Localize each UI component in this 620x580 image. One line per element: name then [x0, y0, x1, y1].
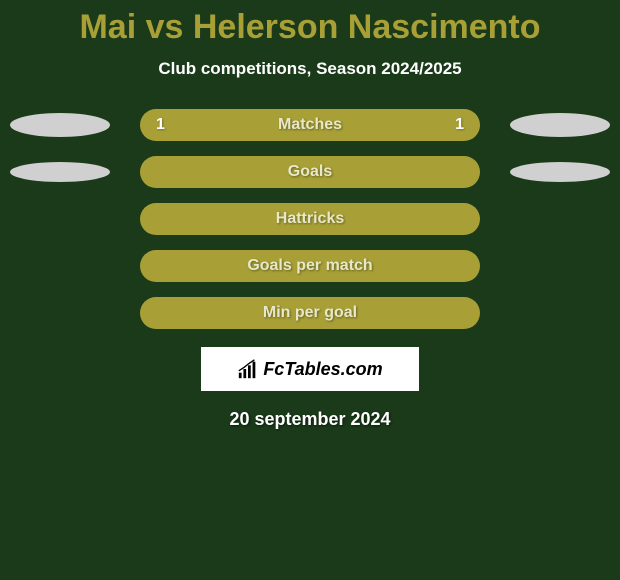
empty-slot [510, 207, 610, 231]
empty-slot [10, 301, 110, 325]
player-ellipse-right [510, 162, 610, 182]
stat-row: Goals [0, 156, 620, 188]
stats-container: 1 Matches 1 Goals Hattricks Goals per match Mi… [0, 109, 620, 329]
stat-bar: 1 Matches 1 [140, 109, 480, 141]
player-ellipse-left [10, 162, 110, 182]
empty-slot [510, 301, 610, 325]
page-title: Mai vs Helerson Nascimento [0, 8, 620, 47]
page-subtitle: Club competitions, Season 2024/2025 [0, 59, 620, 79]
logo-text: FcTables.com [263, 359, 382, 380]
stat-bar: Goals per match [140, 250, 480, 282]
stat-row: Min per goal [0, 297, 620, 329]
stat-row: Hattricks [0, 203, 620, 235]
chart-icon [237, 358, 259, 380]
logo-content: FcTables.com [237, 358, 382, 380]
stat-label: Min per goal [263, 304, 357, 322]
logo-box: FcTables.com [201, 347, 419, 391]
player-ellipse-left [10, 113, 110, 137]
empty-slot [510, 254, 610, 278]
stat-value-right: 1 [455, 116, 464, 134]
stat-label: Matches [278, 116, 342, 134]
stat-bar: Goals [140, 156, 480, 188]
stat-label: Hattricks [276, 210, 344, 228]
player-ellipse-right [510, 113, 610, 137]
stat-value-left: 1 [156, 116, 165, 134]
main-container: Mai vs Helerson Nascimento Club competit… [0, 0, 620, 430]
stat-label: Goals [288, 163, 332, 181]
stat-bar: Hattricks [140, 203, 480, 235]
date-text: 20 september 2024 [0, 409, 620, 430]
stat-bar: Min per goal [140, 297, 480, 329]
stat-label: Goals per match [247, 257, 372, 275]
empty-slot [10, 254, 110, 278]
stat-row: Goals per match [0, 250, 620, 282]
stat-row: 1 Matches 1 [0, 109, 620, 141]
empty-slot [10, 207, 110, 231]
